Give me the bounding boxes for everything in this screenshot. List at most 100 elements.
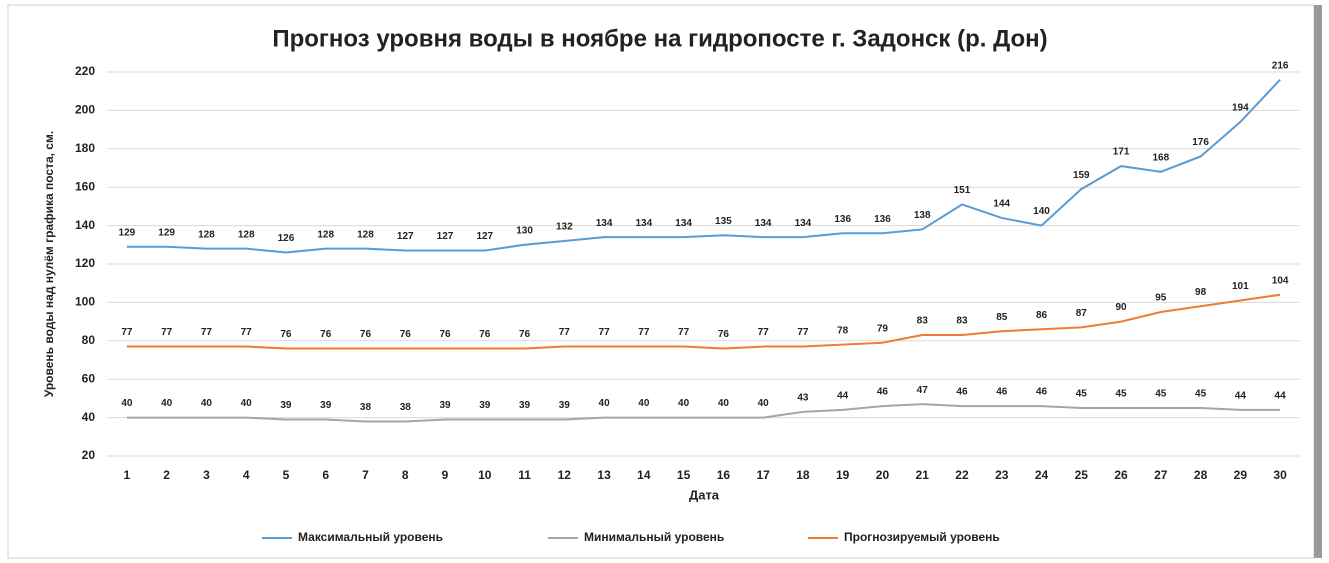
- data-label: 127: [437, 231, 454, 242]
- y-tick-label: 60: [82, 371, 96, 385]
- x-tick-label: 6: [322, 468, 329, 482]
- data-label: 77: [599, 327, 611, 338]
- scroll-edge: [1314, 5, 1322, 558]
- data-label: 144: [993, 199, 1010, 210]
- data-label: 40: [718, 398, 730, 409]
- data-label: 135: [715, 216, 732, 227]
- data-label: 39: [519, 400, 531, 411]
- x-tick-label: 7: [362, 468, 369, 482]
- data-label: 83: [917, 316, 929, 327]
- x-tick-label: 15: [677, 468, 691, 482]
- x-tick-label: 27: [1154, 468, 1168, 482]
- y-tick-label: 100: [75, 295, 95, 309]
- data-label: 159: [1073, 170, 1090, 181]
- data-label: 176: [1192, 137, 1209, 148]
- x-tick-label: 16: [717, 468, 731, 482]
- data-label: 83: [956, 316, 968, 327]
- data-label: 77: [758, 327, 770, 338]
- y-tick-label: 80: [82, 333, 96, 347]
- data-label: 132: [556, 222, 573, 233]
- data-label: 40: [121, 398, 133, 409]
- data-label: 76: [320, 329, 332, 340]
- x-tick-label: 3: [203, 468, 210, 482]
- x-tick-label: 26: [1114, 468, 1128, 482]
- data-label: 76: [718, 329, 730, 340]
- data-label: 127: [476, 231, 493, 242]
- data-label: 79: [877, 323, 889, 334]
- data-label: 46: [956, 387, 968, 398]
- data-label: 128: [357, 229, 374, 240]
- x-tick-label: 18: [796, 468, 810, 482]
- legend-label: Минимальный уровень: [584, 530, 724, 544]
- x-tick-label: 21: [916, 468, 930, 482]
- x-tick-label: 19: [836, 468, 850, 482]
- data-label: 40: [758, 398, 770, 409]
- data-label: 151: [954, 185, 971, 196]
- data-label: 38: [360, 402, 372, 413]
- x-tick-label: 22: [955, 468, 969, 482]
- x-tick-label: 17: [756, 468, 770, 482]
- data-label: 136: [834, 214, 851, 225]
- x-tick-label: 12: [558, 468, 572, 482]
- x-tick-label: 10: [478, 468, 492, 482]
- series-line: [126, 293, 1281, 350]
- data-label: 39: [479, 400, 491, 411]
- x-tick-label: 30: [1273, 468, 1287, 482]
- data-label: 76: [280, 329, 292, 340]
- data-label: 134: [755, 218, 772, 229]
- data-label: 77: [678, 327, 690, 338]
- x-tick-label: 8: [402, 468, 409, 482]
- data-label: 136: [874, 214, 891, 225]
- data-label: 76: [439, 329, 451, 340]
- y-tick-label: 40: [82, 410, 96, 424]
- x-tick-label: 5: [283, 468, 290, 482]
- data-label: 134: [636, 218, 653, 229]
- data-label: 38: [400, 402, 412, 413]
- data-label: 140: [1033, 206, 1050, 217]
- data-label: 77: [797, 327, 809, 338]
- data-label: 39: [439, 400, 451, 411]
- data-label: 40: [638, 398, 650, 409]
- data-label: 40: [599, 398, 611, 409]
- x-tick-label: 20: [876, 468, 890, 482]
- data-label: 128: [238, 229, 255, 240]
- x-tick-label: 9: [442, 468, 449, 482]
- y-tick-label: 160: [75, 179, 95, 193]
- data-label: 168: [1152, 152, 1169, 163]
- data-label: 40: [241, 398, 253, 409]
- data-label: 86: [1036, 310, 1048, 321]
- chart-title: Прогноз уровня воды в ноябре на гидропос…: [272, 25, 1047, 52]
- y-tick-label: 180: [75, 141, 95, 155]
- data-label: 44: [1275, 391, 1287, 402]
- y-tick-label: 120: [75, 256, 95, 270]
- data-label: 90: [1115, 302, 1127, 313]
- data-label: 76: [479, 329, 491, 340]
- x-tick-label: 28: [1194, 468, 1208, 482]
- data-label: 95: [1155, 293, 1167, 304]
- data-label: 87: [1076, 308, 1088, 319]
- chart-frame: [7, 4, 1315, 559]
- data-label: 78: [837, 325, 849, 336]
- data-label: 39: [320, 400, 332, 411]
- data-label: 46: [1036, 387, 1048, 398]
- data-label: 129: [158, 227, 175, 238]
- data-label: 76: [360, 329, 372, 340]
- data-label: 40: [678, 398, 690, 409]
- data-label: 128: [198, 229, 215, 240]
- data-label: 43: [797, 392, 809, 403]
- data-label: 46: [996, 387, 1008, 398]
- data-label: 39: [559, 400, 571, 411]
- data-label: 76: [519, 329, 531, 340]
- data-label: 129: [119, 227, 136, 238]
- data-label: 138: [914, 210, 931, 221]
- data-label: 44: [1235, 391, 1247, 402]
- y-tick-label: 200: [75, 103, 95, 117]
- data-label: 40: [161, 398, 173, 409]
- y-tick-label: 140: [75, 218, 95, 232]
- data-label: 40: [201, 398, 213, 409]
- series-line: [126, 403, 1281, 423]
- data-label: 77: [559, 327, 571, 338]
- data-label: 77: [201, 327, 213, 338]
- data-label: 77: [241, 327, 253, 338]
